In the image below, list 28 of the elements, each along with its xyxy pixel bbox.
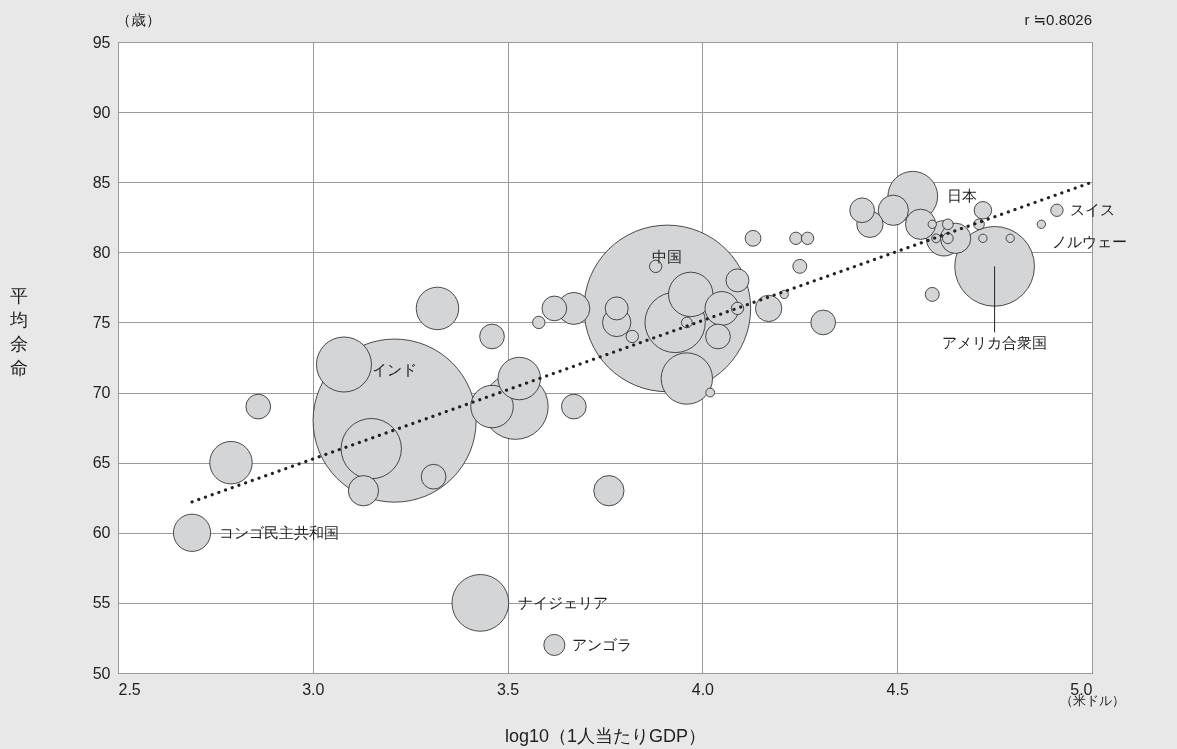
y-tick-label: 50: [92, 664, 111, 682]
annotation: ナイジェリア: [518, 593, 609, 611]
y-tick-label: 95: [92, 33, 111, 51]
y-tick-label: 90: [92, 103, 111, 121]
y-axis-title: 平均余命: [8, 286, 28, 378]
annotation: インド: [372, 361, 418, 378]
x-tick-label: 4.0: [691, 680, 715, 698]
annotation: コンゴ民主共和国: [219, 523, 340, 541]
x-tick-label: 4.5: [886, 680, 909, 698]
annotation: 中国: [652, 247, 683, 265]
annotation: アメリカ合衆国: [942, 334, 1048, 352]
annotation: アンゴラ: [572, 635, 633, 653]
annotation: スイス: [1069, 201, 1115, 219]
x-tick-label: 2.5: [118, 680, 141, 698]
annotation: 日本: [946, 187, 977, 205]
y-tick-label: 55: [92, 594, 111, 612]
y-tick-label: 60: [92, 524, 111, 542]
text: （歳）: [115, 11, 161, 28]
y-tick-label: 80: [92, 243, 111, 261]
x-tick-label: 3.0: [302, 680, 325, 698]
annotation: ノルウェー: [1052, 233, 1128, 251]
y-tick-label: 85: [92, 173, 111, 191]
x-tick-label: 3.5: [496, 680, 520, 698]
text: r ≒0.8026: [1024, 11, 1092, 28]
y-tick-label: 75: [92, 313, 111, 331]
y-tick-label: 65: [92, 454, 111, 472]
y-tick-label: 70: [92, 384, 111, 402]
x-axis-title: log10（1人当たりGDP）: [504, 725, 707, 746]
